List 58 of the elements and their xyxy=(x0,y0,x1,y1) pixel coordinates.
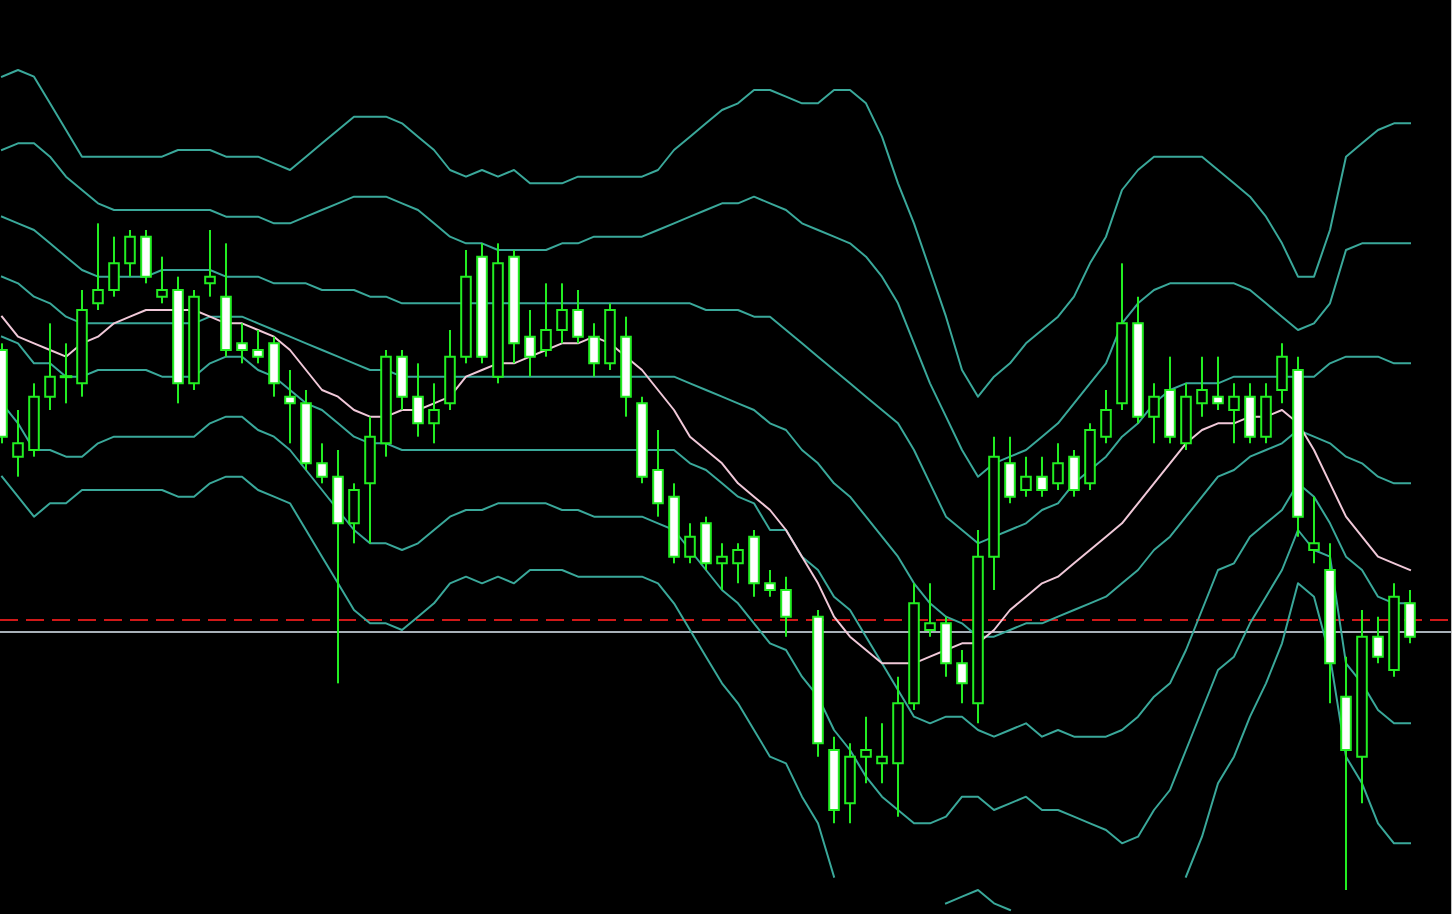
candlestick xyxy=(556,282,568,345)
candlestick xyxy=(748,529,760,598)
candlestick xyxy=(428,382,440,445)
candlestick xyxy=(1244,382,1256,445)
candlestick xyxy=(59,342,73,405)
candlestick xyxy=(876,722,888,785)
candlestick xyxy=(700,515,712,571)
candlestick xyxy=(524,309,536,378)
candlestick xyxy=(732,542,744,585)
candlestick xyxy=(716,542,728,591)
candlestick xyxy=(764,569,776,598)
candlestick xyxy=(124,229,136,278)
candlestick xyxy=(1308,495,1320,565)
candlestick xyxy=(1164,355,1176,445)
candlestick xyxy=(1276,342,1288,405)
candlestick xyxy=(940,615,952,678)
candlestick xyxy=(1052,442,1064,491)
candlestick xyxy=(284,369,296,445)
candlestick xyxy=(92,222,104,311)
candlestick xyxy=(316,442,328,485)
candlestick xyxy=(1004,435,1016,505)
candlestick xyxy=(204,229,216,298)
candlestick xyxy=(252,329,264,365)
candlestick xyxy=(156,255,168,305)
candlestick xyxy=(236,322,248,365)
candlestick xyxy=(44,322,56,411)
candlestick xyxy=(572,289,584,345)
candlestick xyxy=(1228,382,1240,445)
candlestick xyxy=(444,329,456,411)
candlestick xyxy=(1148,382,1160,445)
candlestick xyxy=(860,715,872,785)
candlestick xyxy=(1372,615,1384,665)
candlestick xyxy=(780,575,792,638)
candlestick xyxy=(396,349,408,411)
candlestick xyxy=(1100,389,1112,445)
candlestick xyxy=(1068,449,1080,498)
candlestick xyxy=(652,429,664,518)
candlestick xyxy=(844,742,856,825)
candlestick xyxy=(1196,355,1208,418)
candlestick xyxy=(108,235,120,298)
candlestick xyxy=(412,362,424,438)
candlestick xyxy=(348,482,360,545)
candlestick xyxy=(332,449,344,685)
candlestick xyxy=(924,582,936,638)
candlestick xyxy=(268,335,280,398)
candlestick xyxy=(1260,382,1272,445)
candlestick xyxy=(1212,355,1224,411)
candlestick xyxy=(1020,455,1032,498)
candlestick xyxy=(1404,589,1416,645)
candlestick xyxy=(1036,455,1048,498)
candlestick xyxy=(956,649,968,705)
candlestick xyxy=(140,229,152,285)
candlestick xyxy=(364,415,376,545)
candlestick xyxy=(12,409,24,478)
candlestick xyxy=(684,522,696,565)
candlestick xyxy=(540,282,552,358)
candlestick xyxy=(1180,382,1192,451)
candlestick xyxy=(588,322,600,378)
